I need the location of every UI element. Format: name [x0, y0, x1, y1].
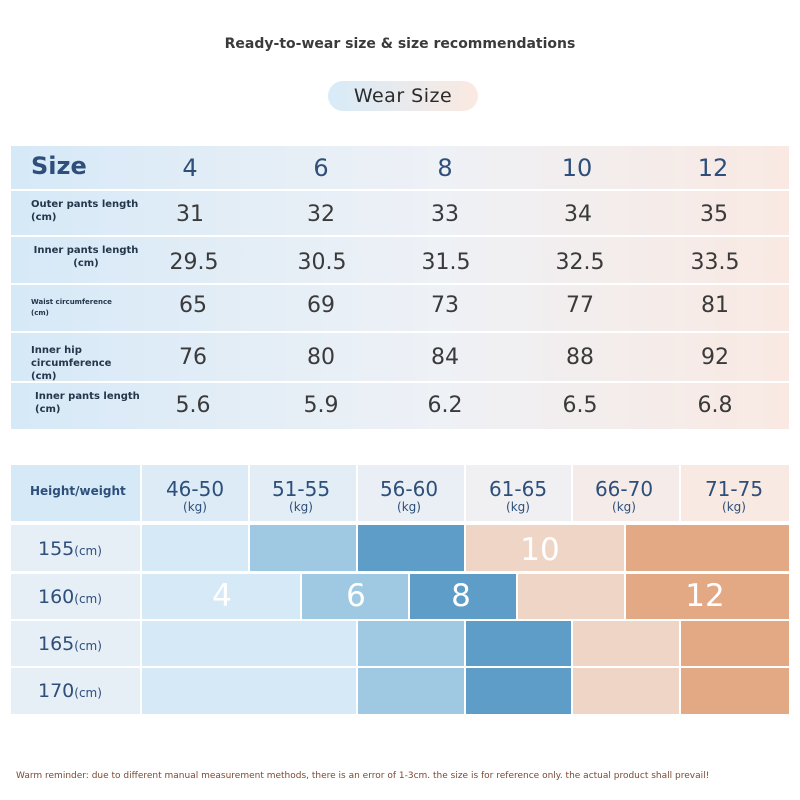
- size-10-cell: [573, 621, 679, 666]
- page-title: Ready-to-wear size & size recommendation…: [224, 36, 576, 52]
- size-8-cell: [358, 525, 464, 571]
- size-col-4: 4: [182, 154, 198, 182]
- table-cell: 30.5: [297, 250, 347, 275]
- table-cell: 6.2: [427, 393, 463, 418]
- table-cell: 29.5: [169, 250, 219, 275]
- table-cell: 65: [179, 293, 207, 318]
- table-cell: 34: [564, 202, 592, 227]
- table-cell: 6.5: [562, 393, 598, 418]
- size-4-cell: [142, 668, 356, 714]
- size-header: Size: [31, 152, 87, 180]
- table-cell: 77: [566, 293, 594, 318]
- size-12-cell: [626, 574, 789, 619]
- weight-col-61-65: 61-65 (kg): [488, 477, 548, 514]
- size-12-cell: [681, 668, 789, 714]
- warm-reminder-note: Warm reminder: due to different manual m…: [16, 771, 710, 781]
- row-label-inner-length-2: Inner pants length (cm): [35, 391, 140, 415]
- row-divider: [11, 331, 789, 333]
- row-divider: [11, 189, 789, 191]
- size-8-label: 8: [451, 578, 471, 614]
- height-row-165: 165(cm): [38, 633, 102, 655]
- size-4-cell: [142, 525, 248, 571]
- size-col-10: 10: [561, 154, 593, 182]
- size-4-cell: [142, 574, 300, 619]
- weight-col-51-55: 51-55 (kg): [271, 477, 331, 514]
- table-cell: 35: [700, 202, 728, 227]
- table-cell: 69: [307, 293, 335, 318]
- table-cell: 33: [431, 202, 459, 227]
- size-8-cell: [466, 668, 571, 714]
- row-label-inner-hip: Inner hip circumference (cm): [31, 345, 112, 382]
- size-6-cell: [302, 574, 408, 619]
- size-col-6: 6: [313, 154, 329, 182]
- table-cell: 76: [179, 345, 207, 370]
- size-6-cell: [358, 621, 464, 666]
- height-row-170: 170(cm): [38, 680, 102, 702]
- table-cell: 5.9: [303, 393, 339, 418]
- weight-header-cell: [358, 465, 464, 521]
- size-4-cell: [142, 621, 356, 666]
- size-10-cell: [573, 668, 679, 714]
- table-cell: 81: [701, 293, 729, 318]
- size-10-cell: [466, 525, 624, 571]
- row-label-waist: Waist circumference (cm): [31, 298, 112, 317]
- weight-col-66-70: 66-70 (kg): [594, 477, 654, 514]
- table-cell: 5.6: [175, 393, 211, 418]
- size-6-label: 6: [346, 578, 366, 614]
- size-4-label: 4: [212, 578, 232, 614]
- table-cell: 33.5: [690, 250, 740, 275]
- table-cell: 31.5: [421, 250, 471, 275]
- weight-header-cell: [466, 465, 571, 521]
- size-10-cell: [518, 574, 624, 619]
- table-cell: 84: [431, 345, 459, 370]
- height-row-160: 160(cm): [38, 586, 102, 608]
- height-cell: [11, 525, 140, 571]
- row-divider: [11, 381, 789, 383]
- height-weight-label: Height/weight: [30, 484, 126, 498]
- size-col-12: 12: [697, 154, 729, 182]
- grid-header-corner: [11, 465, 140, 521]
- table-cell: 73: [431, 293, 459, 318]
- size-12-cell: [626, 525, 789, 571]
- height-row-155: 155(cm): [38, 538, 102, 560]
- weight-header-cell: [573, 465, 679, 521]
- size-6-cell: [358, 668, 464, 714]
- size-8-cell: [466, 621, 571, 666]
- table-cell: 92: [701, 345, 729, 370]
- table-cell: 31: [176, 202, 204, 227]
- table-cell: 32: [307, 202, 335, 227]
- size-8-cell: [410, 574, 516, 619]
- weight-header-cell: [681, 465, 789, 521]
- height-cell: [11, 574, 140, 619]
- table-cell: 32.5: [555, 250, 605, 275]
- size-12-cell: [681, 621, 789, 666]
- size-10-label: 10: [520, 532, 560, 568]
- size-6-cell: [250, 525, 356, 571]
- row-label-outer-length: Outer pants length (cm): [31, 199, 139, 223]
- height-cell: [11, 668, 140, 714]
- wear-size-pill: Wear Size: [328, 81, 478, 111]
- height-cell: [11, 621, 140, 666]
- weight-col-46-50: 46-50 (kg): [165, 477, 225, 514]
- row-divider: [11, 283, 789, 285]
- weight-header-cell: [142, 465, 248, 521]
- weight-col-56-60: 56-60 (kg): [379, 477, 439, 514]
- size-col-8: 8: [437, 154, 453, 182]
- table-cell: 6.8: [697, 393, 733, 418]
- row-divider: [11, 235, 789, 237]
- table-cell: 80: [307, 345, 335, 370]
- row-label-inner-length: Inner pants length (cm): [33, 245, 139, 269]
- weight-header-cell: [250, 465, 356, 521]
- table-cell: 88: [566, 345, 594, 370]
- weight-col-71-75: 71-75 (kg): [704, 477, 764, 514]
- size-12-label: 12: [685, 578, 725, 614]
